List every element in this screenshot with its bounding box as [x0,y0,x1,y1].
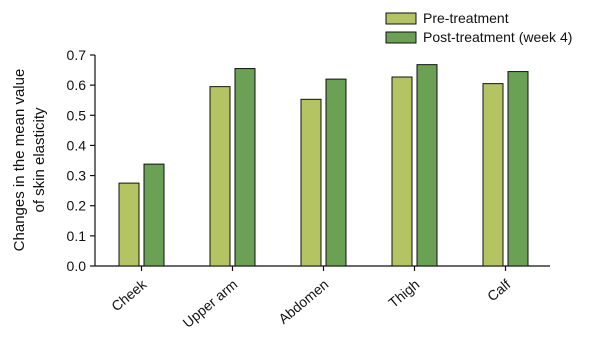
legend-label: Pre-treatment [423,10,509,26]
category-labels: Cheek Upper arm Abdomen Thigh Calf [108,275,513,330]
legend-label: Post-treatment (week 4) [423,29,572,45]
axes: 0.0 0.1 0.2 0.3 0.4 0.5 0.6 0.7 [67,47,550,274]
y-tick-label: 0.2 [67,198,87,214]
y-axis-title: Changes in the mean value of skin elasti… [11,69,48,252]
legend-swatch [385,31,417,44]
bar-post-upper-arm [234,68,256,267]
y-tick-label: 0.3 [67,168,87,184]
y-tick-label: 0.0 [67,258,87,274]
category-label: Cheek [108,275,150,314]
category-label: Thigh [385,276,422,311]
category-label: Calf [484,276,513,304]
y-tick-label: 0.5 [67,107,87,123]
bar-pre-calf [482,83,504,267]
bar-pre-abdomen [300,98,322,267]
bar-post-abdomen [325,78,347,267]
legend: Pre-treatment Post-treatment (week 4) [385,10,572,45]
bars [118,64,529,267]
bar-pre-cheek [118,182,140,267]
y-axis-title-line2: of skin elasticity [31,107,48,213]
bar-post-cheek [143,163,165,267]
bar-pre-thigh [391,76,413,267]
y-tick-label: 0.6 [67,77,87,93]
category-label: Upper arm [179,276,240,331]
y-axis-title-line1: Changes in the mean value [11,69,28,252]
legend-swatch [385,12,417,25]
bar-post-thigh [416,64,438,267]
bar-pre-upper-arm [209,86,231,267]
category-label: Abdomen [275,276,331,327]
bar-post-calf [507,71,529,267]
y-tick-label: 0.4 [67,137,87,153]
y-tick-label: 0.1 [67,228,87,244]
y-tick-label: 0.7 [67,47,87,63]
